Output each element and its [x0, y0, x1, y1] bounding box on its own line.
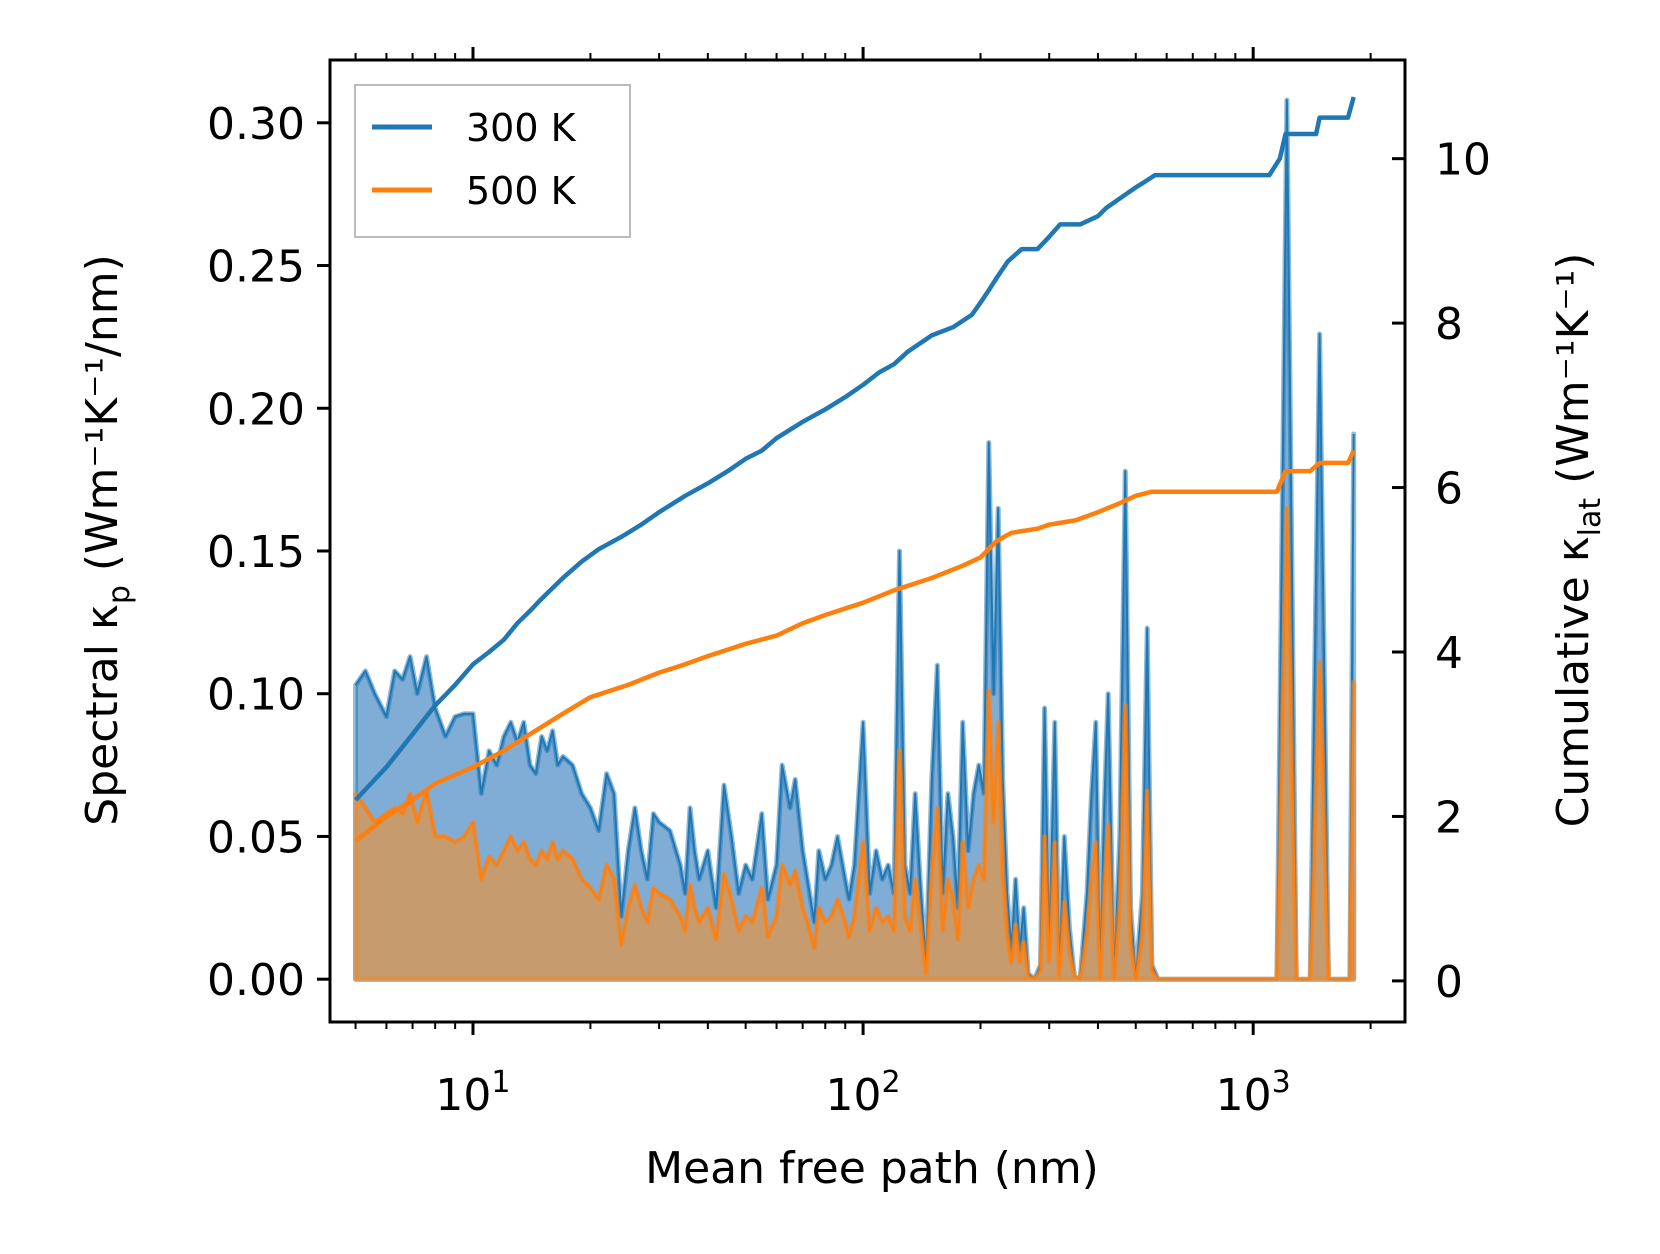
- legend: 300 K 500 K: [354, 84, 631, 238]
- y-right-tick-label: 10: [1435, 135, 1491, 186]
- x-tick-label: 101: [435, 1065, 510, 1121]
- y-left-tick-label: 0.15: [207, 527, 305, 578]
- plot-frame: [328, 58, 1407, 1024]
- y-right-tick-label: 8: [1435, 299, 1463, 350]
- series-lines: [353, 96, 1356, 843]
- y-left-tick-label: 0.05: [207, 812, 305, 863]
- y-right-axis-title: Cumulative κlat (Wm⁻¹K⁻¹): [1548, 253, 1608, 828]
- x-axis-title: Mean free path (nm): [645, 1143, 1099, 1194]
- y-right-tick-label: 2: [1435, 792, 1463, 843]
- y-left-axis-title: Spectral κp (Wm⁻¹K⁻¹/nm): [77, 254, 137, 825]
- y-left-tick-label: 0.30: [207, 99, 305, 150]
- y-left-tick-label: 0.25: [207, 242, 305, 293]
- y-right-tick-label: 6: [1435, 464, 1463, 515]
- cumulative-line-300k: [353, 96, 1356, 802]
- y-right-tick-label: 0: [1435, 957, 1463, 1008]
- y-right-tick-label: 4: [1435, 628, 1463, 679]
- legend-frame: [354, 84, 631, 238]
- legend-label-300k: 300 K: [466, 106, 577, 150]
- y-left-tick-label: 0.20: [207, 384, 305, 435]
- y-left-tick-label: 0.10: [207, 670, 305, 721]
- x-tick-label: 102: [826, 1065, 901, 1121]
- spectral-line-500k: [354, 507, 1355, 981]
- legend-label-500k: 500 K: [466, 169, 577, 213]
- y-left-tick-label: 0.00: [207, 955, 305, 1006]
- x-tick-label: 103: [1216, 1065, 1291, 1121]
- spectral-fills: [353, 97, 1357, 982]
- cumulative-line-500k: [354, 449, 1356, 843]
